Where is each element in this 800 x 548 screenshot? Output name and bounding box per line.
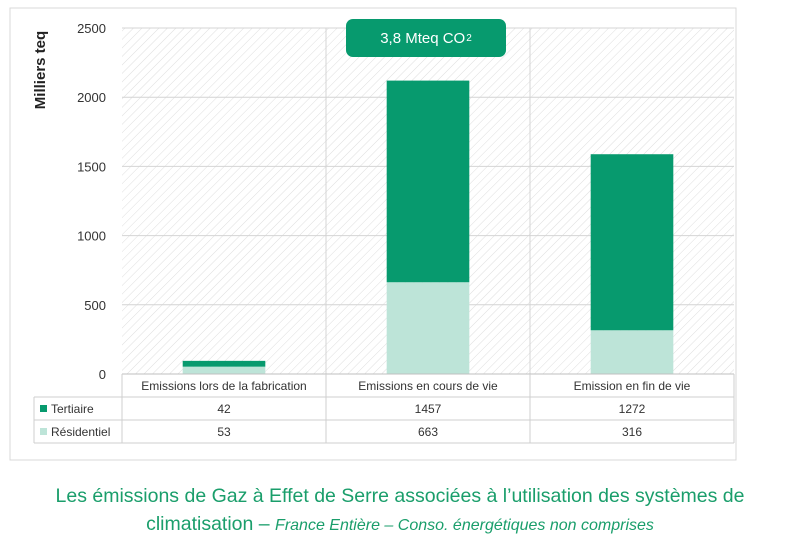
- legend-swatch: [40, 428, 47, 435]
- legend-label: Résidentiel: [51, 425, 110, 439]
- caption-dash: –: [253, 513, 276, 535]
- y-tick-label: 2500: [77, 21, 106, 36]
- bar-segment-residentiel: [386, 282, 470, 374]
- bar-segment-residentiel: [590, 330, 674, 374]
- table-value: 1272: [619, 402, 646, 416]
- y-tick-label: 2000: [77, 90, 106, 105]
- y-tick-label: 1000: [77, 229, 106, 244]
- caption-sub: France Entière – Conso. énergétiques non…: [275, 517, 654, 534]
- category-label: Emission en fin de vie: [574, 379, 691, 393]
- bar-segment-residentiel: [182, 366, 266, 374]
- y-tick-label: 500: [84, 298, 106, 313]
- category-label: Emissions lors de la fabrication: [141, 379, 306, 393]
- table-value: 663: [418, 425, 438, 439]
- y-tick-label: 0: [99, 367, 106, 382]
- stacked-bar-chart: 0 500 1000 1500 2000 2500 Emissions lors de l…: [9, 7, 737, 461]
- table-value: 1457: [415, 402, 442, 416]
- bar-segment-tertiaire: [590, 154, 674, 331]
- figure-caption: Les émissions de Gaz à Effet de Serre as…: [0, 482, 800, 540]
- table-value: 316: [622, 425, 642, 439]
- total-callout: 3,8 Mteq CO 2: [346, 19, 506, 57]
- y-tick-label: 1500: [77, 159, 106, 174]
- callout-text: 3,8 Mteq CO: [380, 29, 466, 47]
- callout-subscript: 2: [466, 32, 472, 44]
- bar-segment-tertiaire: [182, 360, 266, 367]
- category-label: Emissions en cours de vie: [358, 379, 498, 393]
- y-axis-label: Milliers teq: [32, 31, 49, 109]
- legend-label: Tertiaire: [51, 402, 94, 416]
- caption-main: Les émissions de Gaz à Effet de Serre as…: [55, 485, 745, 535]
- table-value: 42: [217, 402, 231, 416]
- table-value: 53: [217, 425, 231, 439]
- bar-segment-tertiaire: [386, 80, 470, 283]
- legend-swatch: [40, 405, 47, 412]
